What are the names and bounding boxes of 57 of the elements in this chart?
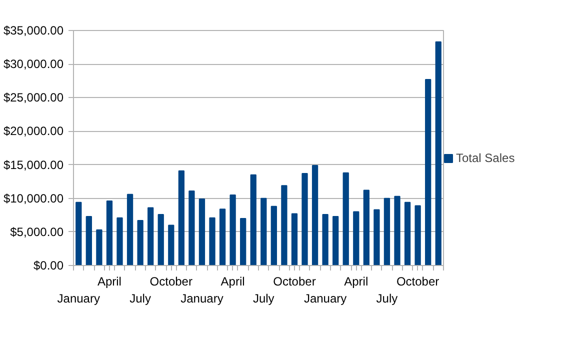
- bar: [137, 220, 144, 266]
- bar: [291, 213, 298, 266]
- bar: [425, 79, 432, 266]
- x-tick-label: January: [304, 292, 347, 306]
- y-tick-label: $20,000.00: [3, 124, 64, 138]
- bar: [148, 207, 154, 266]
- legend-label: Total Sales: [456, 151, 515, 165]
- bar: [219, 208, 226, 266]
- bar: [260, 198, 267, 266]
- bar: [198, 198, 206, 266]
- bar: [240, 218, 246, 266]
- bar: [435, 41, 442, 266]
- x-tick-label: July: [130, 292, 151, 306]
- y-tick-label: $35,000.00: [3, 24, 64, 38]
- y-tick-label: $5,000.00: [10, 224, 64, 239]
- bar: [96, 229, 102, 266]
- bar: [322, 214, 328, 266]
- bar: [302, 173, 308, 266]
- bar: [126, 194, 134, 266]
- y-tick-label: $0.00: [33, 258, 64, 272]
- bar: [374, 209, 380, 266]
- bar: [394, 196, 400, 266]
- x-tick-label: April: [97, 274, 122, 288]
- bar: [281, 185, 288, 266]
- x-tick-label: July: [252, 292, 274, 306]
- bar: [270, 206, 277, 266]
- y-tick-label: $15,000.00: [3, 158, 64, 172]
- bar: [404, 202, 411, 266]
- x-tick-label: July: [376, 292, 398, 306]
- bar: [76, 202, 82, 266]
- x-tick-label: April: [220, 274, 245, 288]
- x-tick-label: January: [57, 292, 100, 306]
- bar: [363, 190, 370, 266]
- bar: [178, 170, 184, 266]
- y-tick-label: $10,000.00: [3, 191, 64, 206]
- bar: [414, 205, 421, 266]
- x-tick-label: October: [150, 274, 192, 288]
- bar: [384, 198, 390, 266]
- bar: [209, 217, 216, 266]
- bar: [168, 224, 174, 266]
- y-tick-label: $25,000.00: [3, 90, 64, 105]
- bar: [353, 211, 360, 266]
- bar: [158, 214, 164, 266]
- bar: [250, 174, 256, 266]
- bar: [342, 172, 349, 266]
- bar: [106, 200, 113, 266]
- x-tick-label: April: [344, 274, 368, 288]
- x-tick-label: October: [396, 274, 440, 288]
- y-tick-label: $30,000.00: [3, 57, 64, 72]
- bar: [116, 217, 123, 266]
- x-tick-label: January: [180, 292, 224, 306]
- bar: [230, 194, 236, 266]
- bar: [188, 190, 195, 266]
- bar: [86, 216, 92, 266]
- bar: [312, 164, 318, 266]
- bar: [332, 216, 339, 266]
- x-tick-label: October: [273, 274, 316, 288]
